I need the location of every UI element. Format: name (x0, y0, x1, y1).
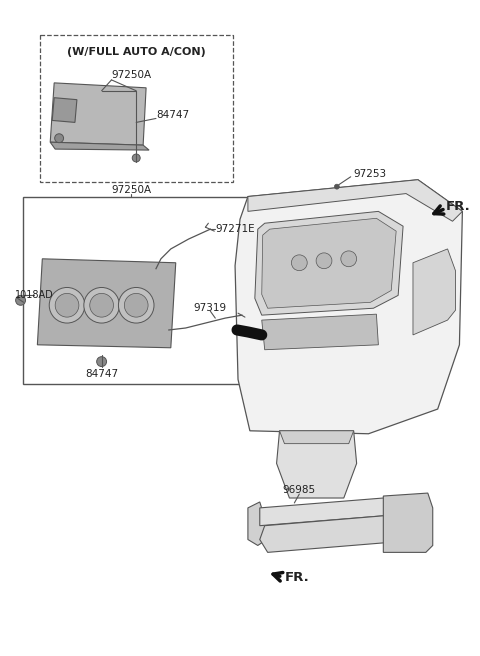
Polygon shape (255, 211, 403, 315)
Polygon shape (52, 98, 77, 123)
Text: 97271E: 97271E (216, 224, 255, 234)
Circle shape (84, 287, 120, 323)
Polygon shape (248, 180, 462, 221)
Text: 97250A: 97250A (111, 70, 151, 80)
Text: FR.: FR. (285, 571, 309, 584)
Polygon shape (260, 498, 393, 525)
Text: 1018AD: 1018AD (14, 291, 53, 300)
Text: 97250A: 97250A (111, 184, 151, 195)
Polygon shape (260, 516, 393, 552)
Text: (W/FULL AUTO A/CON): (W/FULL AUTO A/CON) (67, 47, 206, 57)
Circle shape (335, 184, 339, 189)
Text: 84747: 84747 (156, 110, 189, 119)
Polygon shape (50, 83, 146, 145)
Text: 96985: 96985 (283, 485, 316, 495)
Polygon shape (384, 493, 433, 552)
Polygon shape (248, 502, 270, 545)
Circle shape (119, 287, 154, 323)
Polygon shape (279, 431, 354, 443)
Text: 97319: 97319 (194, 303, 227, 313)
Polygon shape (235, 180, 462, 434)
Bar (23, 197, 270, 384)
Circle shape (132, 154, 140, 162)
Text: FR.: FR. (445, 200, 470, 213)
Circle shape (16, 295, 25, 305)
Polygon shape (50, 142, 149, 150)
Polygon shape (276, 431, 357, 498)
Text: 97253: 97253 (354, 169, 387, 179)
Polygon shape (262, 314, 378, 350)
Circle shape (291, 255, 307, 271)
Polygon shape (413, 249, 456, 335)
Bar (40, 35, 233, 182)
Polygon shape (37, 259, 176, 348)
Circle shape (96, 357, 107, 367)
Circle shape (316, 253, 332, 269)
Circle shape (341, 251, 357, 267)
Circle shape (55, 293, 79, 317)
Circle shape (49, 287, 85, 323)
Circle shape (55, 134, 63, 142)
Circle shape (124, 293, 148, 317)
Polygon shape (262, 218, 396, 308)
Circle shape (90, 293, 113, 317)
Text: 84747: 84747 (85, 369, 118, 379)
